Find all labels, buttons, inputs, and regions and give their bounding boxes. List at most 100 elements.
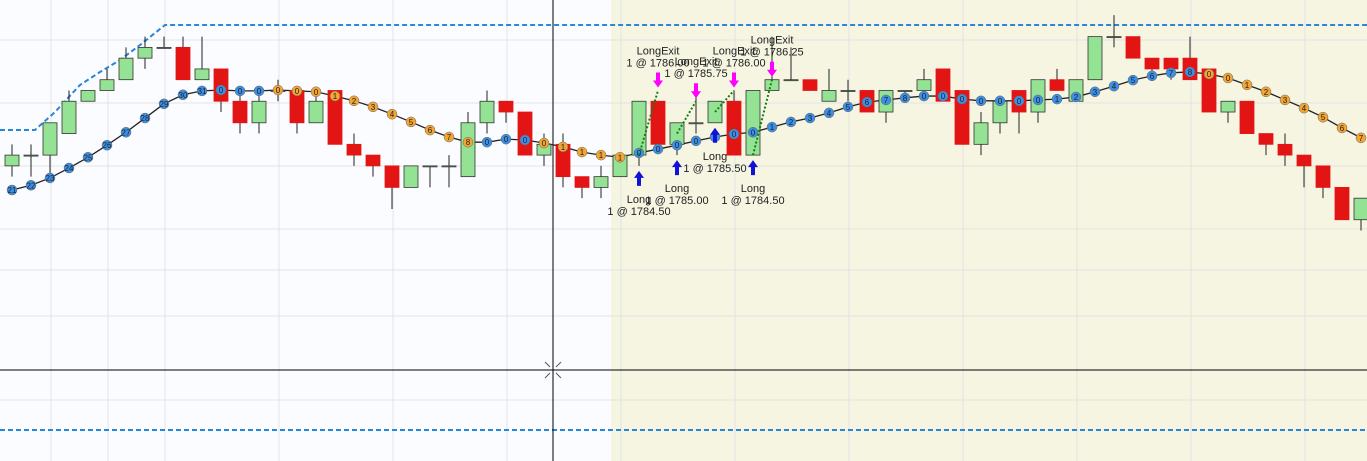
trend-dot: [1146, 70, 1158, 82]
trend-dot: [975, 95, 987, 107]
trend-dot: [1336, 122, 1348, 134]
trend-dot: [956, 93, 968, 105]
trend-dot: [101, 139, 113, 151]
trend-dot-label: 0: [238, 87, 243, 96]
entry-arrow: [710, 127, 720, 143]
trend-dot-label: 26: [103, 141, 112, 150]
candle-body: [1239, 100, 1255, 134]
candle-body: [4, 154, 20, 167]
trade-detail: 1 @ 1784.50: [721, 195, 784, 207]
trend-dot-label: 0: [1036, 96, 1041, 105]
trend-dot-label: 5: [1131, 76, 1136, 85]
trend-dot-label: 22: [27, 181, 36, 190]
trend-dot: [937, 90, 949, 102]
trend-dot: [652, 143, 664, 155]
trend-dot: [1298, 102, 1310, 114]
candle-body: [308, 100, 324, 124]
candle-body: [156, 46, 172, 49]
trend-dot: [120, 127, 132, 138]
trend-dot-label: 8: [903, 94, 908, 103]
live-background: [611, 0, 1367, 461]
trend-dot: [386, 108, 398, 120]
trend-dot: [6, 184, 18, 196]
exit-arrow: [691, 83, 701, 99]
trend-dot: [1070, 91, 1082, 103]
trend-dot-label: 3: [808, 114, 813, 123]
trend-dot-label: 0: [523, 136, 528, 145]
trend-dot: [329, 90, 341, 102]
trend-dot: [519, 134, 531, 146]
trend-dot: [899, 92, 911, 104]
trade-label: LongExit: [675, 56, 718, 68]
trend-dot-label: 6: [865, 98, 870, 107]
trend-dot: [633, 147, 645, 159]
candle-body: [1125, 36, 1141, 59]
trend-dot: [994, 95, 1006, 107]
trade-detail: 1 @ 1785.75: [664, 68, 727, 80]
candle-body: [403, 165, 419, 188]
candle-body: [1106, 36, 1122, 39]
trend-dot: [880, 94, 892, 106]
candle-body: [802, 79, 818, 91]
trend-dot: [1355, 132, 1367, 144]
trend-dot: [310, 86, 322, 98]
trend-dot-label: 2: [1074, 93, 1079, 102]
trend-dot-label: 0: [276, 86, 281, 95]
trend-dot: [158, 98, 170, 110]
trend-dot-label: 1: [770, 123, 775, 132]
trend-dot: [671, 139, 683, 151]
trend-dot-label: 30: [179, 91, 188, 100]
trend-dot: [348, 95, 360, 107]
trend-dot: [804, 112, 816, 124]
trend-dot: [728, 128, 740, 140]
trend-dot-label: 1: [561, 143, 566, 152]
trend-dot-label: 3: [1093, 88, 1098, 97]
trend-dot: [462, 136, 474, 148]
candle-body: [23, 154, 39, 157]
trend-dot: [576, 146, 588, 158]
trend-dot: [823, 107, 835, 119]
trend-dot-label: 6: [428, 126, 433, 135]
candle-body: [840, 90, 856, 92]
trend-dot-label: 1: [333, 92, 338, 101]
trend-dot-label: 1: [580, 148, 585, 157]
trend-dot: [1241, 79, 1253, 91]
trend-dot: [1317, 111, 1329, 123]
trend-dot: [481, 136, 493, 148]
trend-dot: [538, 137, 550, 149]
trend-dot-label: 4: [827, 109, 832, 118]
candle-body: [897, 90, 913, 92]
trend-dot-label: 0: [1017, 97, 1022, 106]
trade-detail: 1 @ 1786.00: [702, 57, 765, 69]
trend-dot: [272, 84, 284, 96]
exit-arrow: [729, 72, 739, 88]
trend-dot-label: 3: [371, 103, 376, 112]
trade-label: Long: [665, 183, 689, 195]
cursor-tick: [555, 372, 562, 379]
trade-detail: 1 @ 1785.50: [683, 163, 746, 175]
trend-dot-label: 1: [618, 153, 623, 162]
trend-dot-label: 4: [1112, 82, 1117, 91]
candle-body: [954, 90, 970, 145]
trend-dot-label: 2: [1264, 88, 1269, 97]
trend-dot: [1260, 86, 1272, 98]
trade-label: Long: [627, 194, 651, 206]
candle-body: [1049, 79, 1065, 91]
candle-body: [232, 100, 248, 124]
exit-arrow: [653, 72, 663, 88]
trend-dot: [424, 124, 436, 136]
candle-body: [1220, 100, 1236, 113]
trend-dot: [25, 180, 37, 191]
candle-body: [441, 165, 457, 168]
candle-body: [175, 46, 191, 81]
trend-dot: [785, 116, 797, 128]
trend-dot-label: 1: [1245, 81, 1250, 90]
candle-body: [251, 100, 267, 124]
trend-dot: [918, 90, 930, 102]
trend-dot-label: 0: [979, 97, 984, 106]
trend-dot-label: 5: [1321, 113, 1326, 122]
trend-dot-label: 24: [65, 164, 74, 173]
trend-dot-label: 0: [941, 92, 946, 101]
